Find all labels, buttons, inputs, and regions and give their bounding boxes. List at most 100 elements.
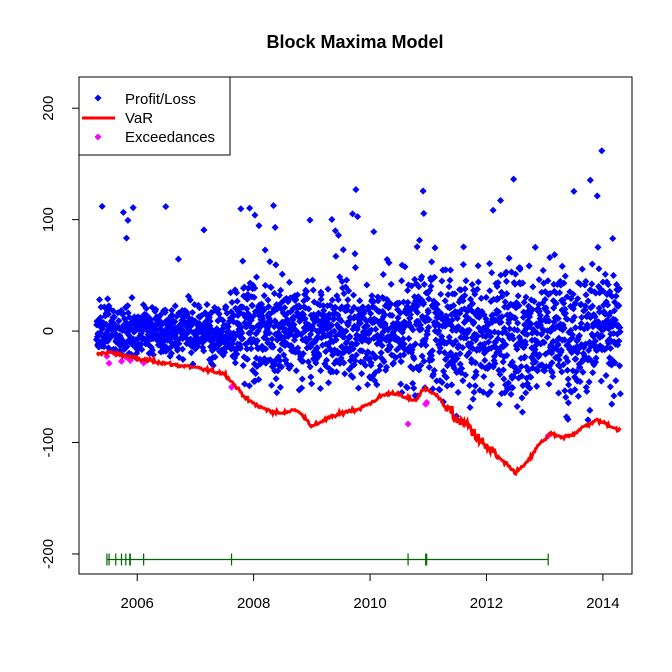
profit-loss-point	[511, 314, 519, 322]
profit-loss-point	[527, 373, 535, 381]
profit-loss-point	[583, 387, 591, 395]
profit-loss-point	[428, 356, 436, 364]
profit-loss-point	[576, 378, 584, 386]
profit-loss-point	[615, 285, 623, 293]
profit-loss-point	[267, 283, 275, 291]
profit-loss-point	[352, 186, 360, 194]
profit-loss-point	[588, 260, 596, 268]
profit-loss-point	[472, 371, 480, 379]
profit-loss-point	[589, 369, 597, 377]
profit-loss-point	[363, 281, 371, 289]
profit-loss-point	[427, 352, 435, 360]
legend-box	[78, 76, 231, 156]
profit-loss-point	[303, 287, 311, 296]
profit-loss-point	[303, 295, 311, 303]
profit-loss-point	[529, 283, 537, 291]
profit-loss-point	[251, 211, 259, 219]
profit-loss-point	[317, 367, 325, 375]
profit-loss-point	[559, 361, 567, 369]
profit-loss-point	[572, 324, 580, 332]
profit-loss-point	[438, 378, 446, 387]
profit-loss-point	[304, 277, 312, 285]
profit-loss-point	[349, 373, 357, 381]
profit-loss-point	[494, 329, 502, 337]
profit-loss-point	[564, 357, 572, 365]
profit-loss-point	[323, 356, 331, 364]
profit-loss-point	[508, 332, 516, 340]
profit-loss-point	[448, 381, 456, 389]
profit-loss-point	[277, 286, 285, 294]
profit-loss-point	[497, 318, 505, 326]
profit-loss-point	[306, 363, 314, 371]
profit-loss-point	[317, 291, 325, 299]
profit-loss-point	[581, 306, 589, 314]
profit-loss-point	[459, 261, 467, 269]
profit-loss-point	[262, 345, 270, 353]
profit-loss-point	[349, 210, 357, 218]
profit-loss-point	[346, 332, 354, 340]
profit-loss-point	[599, 278, 607, 286]
profit-loss-points	[92, 147, 624, 424]
profit-loss-point	[424, 308, 432, 316]
profit-loss-point	[578, 265, 586, 273]
profit-loss-point	[507, 390, 515, 398]
profit-loss-point	[110, 313, 118, 321]
profit-loss-point	[380, 310, 389, 318]
profit-loss-point	[297, 330, 305, 339]
profit-loss-point	[558, 262, 566, 270]
profit-loss-point	[445, 283, 453, 291]
profit-loss-point	[361, 361, 369, 369]
profit-loss-point	[387, 280, 395, 288]
profit-loss-point	[174, 345, 182, 353]
profit-loss-point	[340, 290, 348, 298]
profit-loss-point	[343, 276, 351, 284]
profit-loss-point	[233, 289, 241, 297]
exceedance-rug	[106, 553, 549, 566]
profit-loss-point	[364, 303, 372, 311]
profit-loss-point	[616, 390, 624, 398]
x-axis: 2006 2008 2010 2012 2014	[121, 573, 620, 612]
profit-loss-point	[248, 302, 256, 310]
profit-loss-point	[432, 336, 440, 344]
profit-loss-point	[466, 381, 474, 389]
profit-loss-point	[385, 259, 393, 267]
profit-loss-point	[238, 335, 247, 343]
profit-loss-point	[474, 332, 482, 340]
profit-loss-point	[582, 291, 590, 299]
profit-loss-point	[461, 292, 469, 300]
profit-loss-point	[555, 356, 563, 364]
profit-loss-point	[398, 277, 406, 285]
profit-loss-point	[616, 328, 624, 336]
profit-loss-point	[400, 351, 408, 359]
profit-loss-point	[517, 363, 525, 371]
profit-loss-point	[569, 290, 577, 298]
profit-loss-point	[237, 323, 245, 331]
profit-loss-point	[354, 384, 363, 392]
profit-loss-point	[612, 377, 620, 385]
profit-loss-point	[413, 308, 421, 317]
profit-loss-point	[612, 292, 620, 300]
profit-loss-point	[591, 337, 599, 345]
y-axis: -200 -100 0 100 200	[40, 96, 80, 569]
profit-loss-point	[278, 270, 286, 278]
profit-loss-point	[299, 350, 307, 358]
profit-loss-point	[327, 321, 335, 329]
profit-loss-point	[175, 340, 183, 348]
profit-loss-point	[608, 292, 616, 300]
profit-loss-point	[356, 319, 364, 327]
profit-loss-point	[518, 372, 526, 380]
profit-loss-point	[418, 273, 426, 281]
profit-loss-point	[504, 379, 512, 387]
profit-loss-point	[237, 205, 245, 213]
profit-loss-point	[585, 378, 593, 386]
profit-loss-point	[581, 302, 589, 310]
profit-loss-point	[403, 384, 411, 392]
profit-loss-point	[239, 362, 247, 370]
profit-loss-point	[433, 300, 441, 308]
profit-loss-point	[615, 301, 623, 309]
profit-loss-point	[363, 322, 371, 330]
profit-loss-point	[287, 362, 295, 370]
profit-loss-point	[200, 347, 208, 355]
profit-loss-point	[462, 277, 470, 285]
profit-loss-point	[563, 315, 571, 323]
